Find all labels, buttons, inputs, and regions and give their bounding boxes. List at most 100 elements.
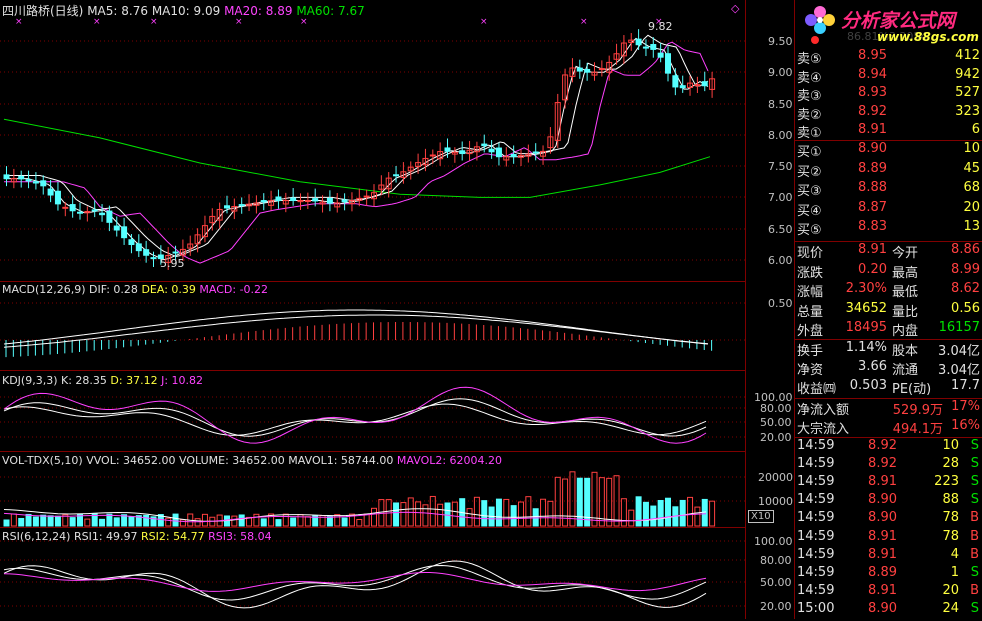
candle-body — [709, 78, 716, 90]
tick-time: 15:00 — [797, 600, 835, 616]
volume-bar — [606, 477, 613, 527]
tick-side: S — [970, 564, 979, 580]
logo-url: www.88gs.com — [877, 30, 979, 44]
volume-bar — [62, 514, 69, 527]
tick-row[interactable]: 14:59 8.91 20 B — [795, 583, 982, 603]
fund-value: 3.66 — [858, 359, 887, 374]
sell-level-row[interactable]: 卖④ 8.94 942 — [795, 67, 982, 87]
volume-bar — [10, 513, 17, 527]
g-rsi-line — [3, 572, 707, 592]
buy-level-row[interactable]: 买④ 8.87 20 — [795, 200, 982, 220]
buy-level-row[interactable]: 买① 8.90 10 — [795, 141, 982, 161]
tick-row[interactable]: 14:59 8.92 28 S — [795, 456, 982, 476]
buy-level-price: 8.89 — [858, 160, 887, 176]
candle-body — [84, 211, 91, 214]
tick-list[interactable]: 14:59 8.92 10 S 14:59 8.92 28 S 14:59 8.91 223 S 14:… — [795, 438, 982, 619]
chart-area[interactable]: × × × × × × × × 四川路桥(日线) MA5: 8.76 MA10: 9.09 M… — [0, 0, 745, 619]
tick-row[interactable]: 14:59 8.90 78 B — [795, 510, 982, 530]
order-book: 卖⑤ 8.95 412 卖④ 8.94 942 卖③ 8.93 527 卖② 8.92 323 卖① 8.… — [795, 48, 982, 241]
volume-bar — [569, 471, 576, 527]
candle-body — [554, 102, 561, 141]
signal-marker: × — [15, 17, 23, 27]
tick-row[interactable]: 14:59 8.91 4 B — [795, 547, 982, 567]
sell-level-row[interactable]: 卖② 8.92 323 — [795, 104, 982, 124]
volume-bar — [32, 516, 39, 527]
quote-row: 现价 8.91 今开 8.86 — [795, 242, 982, 262]
diamond-icon[interactable]: ◇ — [731, 2, 740, 15]
tick-price: 8.90 — [868, 492, 897, 508]
quote-label: 最高 — [892, 265, 919, 281]
candle-body — [540, 150, 547, 157]
sell-level-row[interactable]: 卖③ 8.93 527 — [795, 85, 982, 105]
volume-bar — [290, 517, 297, 527]
buy-level-row[interactable]: 买⑤ 8.83 13 — [795, 219, 982, 239]
fund-value: 17.7 — [951, 378, 980, 393]
volume-bar — [128, 515, 135, 527]
tick-volume: 20 — [942, 582, 959, 598]
sell-level-row[interactable]: 卖① 8.91 6 — [795, 122, 982, 142]
candle-body — [547, 136, 554, 149]
low-price-marker: 5.95 — [160, 257, 185, 270]
tick-side: S — [970, 600, 979, 616]
g-ma10-path — [4, 34, 709, 258]
price-tick: 8.00 — [768, 129, 793, 142]
tick-row[interactable]: 14:59 8.91 223 S — [795, 474, 982, 494]
tick-row[interactable]: 15:00 8.90 24 S — [795, 601, 982, 621]
volume-bar — [341, 517, 348, 527]
tick-row[interactable]: 14:59 8.92 10 S — [795, 438, 982, 458]
g-vol-line — [3, 511, 707, 523]
quote-label: 内盘 — [892, 324, 919, 339]
candle-body — [341, 199, 348, 203]
kline-chart-svg[interactable]: × × × × × × × × — [0, 0, 745, 619]
flower-logo-icon — [805, 6, 835, 44]
fund-value: 3.04亿 — [938, 344, 980, 359]
price-tick: 6.00 — [768, 254, 793, 267]
volume-bar — [628, 509, 635, 527]
sell-level-row[interactable]: 卖⑤ 8.95 412 — [795, 48, 982, 68]
signal-marker: × — [235, 17, 243, 27]
kdj-tick: 50.00 — [760, 416, 792, 429]
vol-tick: 10000 — [758, 495, 793, 508]
quote-value: 18495 — [845, 320, 887, 335]
volume-bar — [540, 498, 547, 527]
kdj-tick: 80.00 — [760, 402, 792, 415]
sell-level-volume: 527 — [955, 85, 980, 100]
volume-bar — [40, 514, 47, 527]
quote-label: 涨幅 — [797, 285, 824, 300]
vol-mavol1: MAVOL1: 58744.00 — [288, 454, 394, 467]
volume-bar — [99, 518, 106, 527]
candle-body — [77, 211, 83, 214]
buy-level-row[interactable]: 买② 8.89 45 — [795, 161, 982, 181]
vol-vvol: VVOL: 34652.00 — [86, 454, 176, 467]
volume-bar — [371, 507, 377, 527]
quote-label: 总量 — [797, 304, 824, 320]
signal-marker: × — [480, 17, 488, 27]
volume-bar — [547, 500, 554, 527]
volume-bar — [150, 516, 157, 527]
macd-legend: MACD(12,26,9) DIF: 0.28 DEA: 0.39 MACD: … — [2, 283, 268, 296]
tick-row[interactable]: 14:59 8.90 88 S — [795, 492, 982, 512]
sell-level-price: 8.91 — [858, 122, 887, 137]
volume-bar — [304, 516, 311, 527]
candle-body — [334, 202, 341, 208]
candle-body — [18, 175, 25, 180]
candle-body — [393, 174, 400, 177]
candle-body — [687, 82, 694, 88]
divider — [795, 398, 982, 399]
buy-level-row[interactable]: 买③ 8.88 68 — [795, 180, 982, 200]
volume-bar — [400, 502, 407, 527]
volume-bar — [54, 515, 61, 527]
volume-bar — [106, 513, 113, 527]
volume-bar — [665, 497, 671, 527]
candle-body — [216, 208, 223, 221]
sell-level-label: 卖① — [797, 126, 822, 141]
price-panel-legend: 四川路桥(日线) MA5: 8.76 MA10: 9.09 MA20: 8.89… — [2, 2, 365, 19]
macd-indicator — [3, 309, 713, 358]
tick-row[interactable]: 14:59 8.91 78 B — [795, 529, 982, 549]
g-rsi-line — [3, 564, 707, 601]
volume-bar — [201, 513, 208, 527]
tick-price: 8.91 — [868, 528, 897, 544]
vol-unit-badge: X10 — [748, 510, 774, 523]
volume-bar — [231, 515, 238, 527]
tick-row[interactable]: 14:59 8.89 1 S — [795, 565, 982, 585]
